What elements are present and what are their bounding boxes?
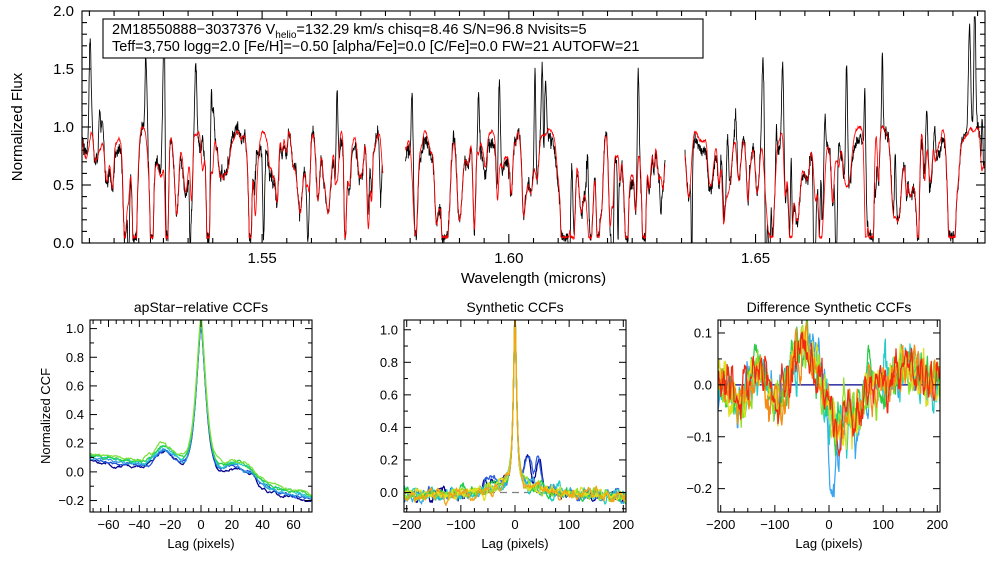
difference-synthetic-ccfs-traces <box>718 320 940 498</box>
synthetic-spectrum-trace <box>405 128 666 241</box>
difference-synthetic-ccfs-xtick-label: 200 <box>926 517 948 532</box>
spectrum-x-axis-title: Wavelength (microns) <box>461 270 606 287</box>
apstar-relative-ccfs-series-4 <box>90 320 312 498</box>
synthetic-ccfs-series-1 <box>404 320 626 503</box>
synthetic-ccfs-ytick-label: 0.6 <box>380 387 398 402</box>
apstar-relative-ccfs-traces <box>90 320 312 503</box>
observed-spectrum-trace <box>684 16 985 243</box>
difference-synthetic-ccfs-xtick-label: 100 <box>872 517 894 532</box>
synthetic-ccfs-ytick-label: 1.0 <box>380 322 398 337</box>
difference-synthetic-ccfs-axis-ticks: −200 −100 0 100 200 −0.2 −0.1 0.0 0.1 <box>686 320 948 532</box>
difference-synthetic-ccfs-ytick-label: 0.1 <box>694 325 712 340</box>
synthetic-ccfs-ytick-label: 0.0 <box>380 485 398 500</box>
spectrum-ytick-label: 2.0 <box>53 3 74 20</box>
apstar-relative-ccfs-ytick-label: 0.8 <box>66 350 84 365</box>
apstar-relative-ccfs-series-1 <box>90 324 312 500</box>
apstar-relative-ccfs-panel: apStar−relative CCFs −60 −40 −20 0 20 40 60 −0.2… <box>38 299 313 551</box>
synthetic-ccfs-traces <box>404 320 626 506</box>
synthetic-ccfs-ytick-label: 0.8 <box>380 355 398 370</box>
apstar-relative-ccfs-axis-ticks: −60 −40 −20 0 20 40 60 −0.2 0.0 0.2 0.4 0.6 0.8 1.0 <box>58 320 312 532</box>
apstar-relative-ccfs-x-axis-title: Lag (pixels) <box>167 536 234 551</box>
apstar-relative-ccfs-ytick-label: 0.4 <box>66 407 84 422</box>
difference-synthetic-ccfs-series-6 <box>718 331 940 457</box>
synthetic-ccfs-title: Synthetic CCFs <box>466 299 563 315</box>
synthetic-ccfs-xtick-label: −100 <box>446 517 475 532</box>
synthetic-ccfs-series-7 <box>404 320 626 506</box>
difference-synthetic-ccfs-title: Difference Synthetic CCFs <box>747 299 912 315</box>
apstar-relative-ccfs-xtick-label: −40 <box>128 517 150 532</box>
apstar-relative-ccfs-plot-frame <box>89 319 313 513</box>
synthetic-ccfs-ytick-label: 0.4 <box>380 420 398 435</box>
apstar-relative-ccfs-y-axis-title: Normalized CCF <box>38 368 53 464</box>
spectrum-xtick-label: 1.65 <box>741 250 770 267</box>
synthetic-ccfs-series-4 <box>404 320 626 505</box>
apstar-relative-ccfs-xtick-label: −20 <box>159 517 181 532</box>
synthetic-ccfs-xtick-label: 0 <box>511 517 518 532</box>
apstar-relative-ccfs-series-2 <box>90 323 312 499</box>
synthetic-ccfs-series-3 <box>404 320 626 505</box>
difference-synthetic-ccfs-ytick-label: −0.2 <box>686 481 712 496</box>
apstar-relative-ccfs-ytick-label: 0.2 <box>66 436 84 451</box>
apstar-relative-ccfs-xtick-label: 0 <box>197 517 204 532</box>
observed-spectrum-trace <box>405 61 666 243</box>
difference-synthetic-ccfs-xtick-label: −200 <box>706 517 735 532</box>
spectrum-ytick-label: 1.0 <box>53 119 74 136</box>
synthetic-ccfs-ytick-label: 0.2 <box>380 452 398 467</box>
synthetic-ccfs-series-0 <box>404 320 626 504</box>
annotation-box-border <box>102 18 704 59</box>
apstar-relative-ccfs-title: apStar−relative CCFs <box>134 299 268 315</box>
synthetic-ccfs-x-axis-title: Lag (pixels) <box>481 536 548 551</box>
apstar-relative-ccfs-xtick-label: 20 <box>225 517 239 532</box>
difference-synthetic-ccfs-xtick-label: 0 <box>825 517 832 532</box>
difference-synthetic-ccfs-ytick-label: 0.0 <box>694 377 712 392</box>
spectrum-y-axis-title: Normalized Flux <box>9 72 26 181</box>
difference-synthetic-ccfs-ytick-label: −0.1 <box>686 429 712 444</box>
spectrum-axis-ticks: 1.55 1.60 1.65 0.0 0.5 1.0 1.5 2.0 <box>53 3 985 267</box>
annotation-line-2: Teff=3,750 logg=2.0 [Fe/H]=−0.50 [alpha/… <box>112 39 639 55</box>
difference-synthetic-ccfs-x-axis-title: Lag (pixels) <box>795 536 862 551</box>
parameter-annotation-box: 2M18550888−3037376 Vhelio=132.29 km/s ch… <box>102 18 704 59</box>
synthetic-ccfs-panel: Synthetic CCFs −200 −100 0 100 200 0.0 0.2 0.4 0.… <box>380 299 634 551</box>
synthetic-spectrum-trace <box>684 125 985 240</box>
apstar-relative-ccfs-xtick-label: −60 <box>97 517 119 532</box>
synthetic-ccfs-xtick-label: −200 <box>392 517 421 532</box>
synthetic-ccfs-series-5 <box>404 320 626 503</box>
synthetic-ccfs-plot-frame <box>403 319 627 513</box>
spectrum-panel: 1.55 1.60 1.65 0.0 0.5 1.0 1.5 2.0 Wavelength (m… <box>9 3 986 287</box>
apstar-relative-ccfs-xtick-label: 40 <box>255 517 269 532</box>
spectrum-traces <box>82 16 985 243</box>
spectrum-ytick-label: 0.5 <box>53 177 74 194</box>
apstar-relative-ccfs-ytick-label: 0.6 <box>66 378 84 393</box>
synthetic-ccfs-series-2 <box>404 320 626 505</box>
synthetic-ccfs-xtick-label: 200 <box>612 517 634 532</box>
spectrum-xtick-label: 1.60 <box>494 250 523 267</box>
difference-synthetic-ccfs-panel: Difference Synthetic CCFs −200 −100 0 100 200… <box>686 299 948 551</box>
apstar-relative-ccfs-series-3 <box>90 321 312 500</box>
synthetic-ccfs-axis-ticks: −200 −100 0 100 200 0.0 0.2 0.4 0.6 0.8 1.0 <box>380 320 634 532</box>
apstar-relative-ccfs-series-5 <box>90 320 312 497</box>
apstar-relative-ccfs-xtick-label: 60 <box>286 517 300 532</box>
synthetic-ccfs-series-6 <box>404 320 626 504</box>
apstar-relative-ccfs-ytick-label: −0.2 <box>58 493 84 508</box>
apstar-relative-ccfs-series-0 <box>90 326 312 503</box>
spectrum-xtick-label: 1.55 <box>248 250 277 267</box>
spectrum-ytick-label: 0.0 <box>53 235 74 252</box>
spectrum-ytick-label: 1.5 <box>53 61 74 78</box>
difference-synthetic-ccfs-xtick-label: −100 <box>760 517 789 532</box>
synthetic-ccfs-xtick-label: 100 <box>558 517 580 532</box>
synthetic-spectrum-trace <box>82 126 384 240</box>
annotation-line-1: 2M18550888−3037376 Vhelio=132.29 km/s ch… <box>112 22 587 41</box>
apstar-relative-ccfs-ytick-label: 1.0 <box>66 321 84 336</box>
apstar-relative-ccfs-ytick-label: 0.0 <box>66 464 84 479</box>
